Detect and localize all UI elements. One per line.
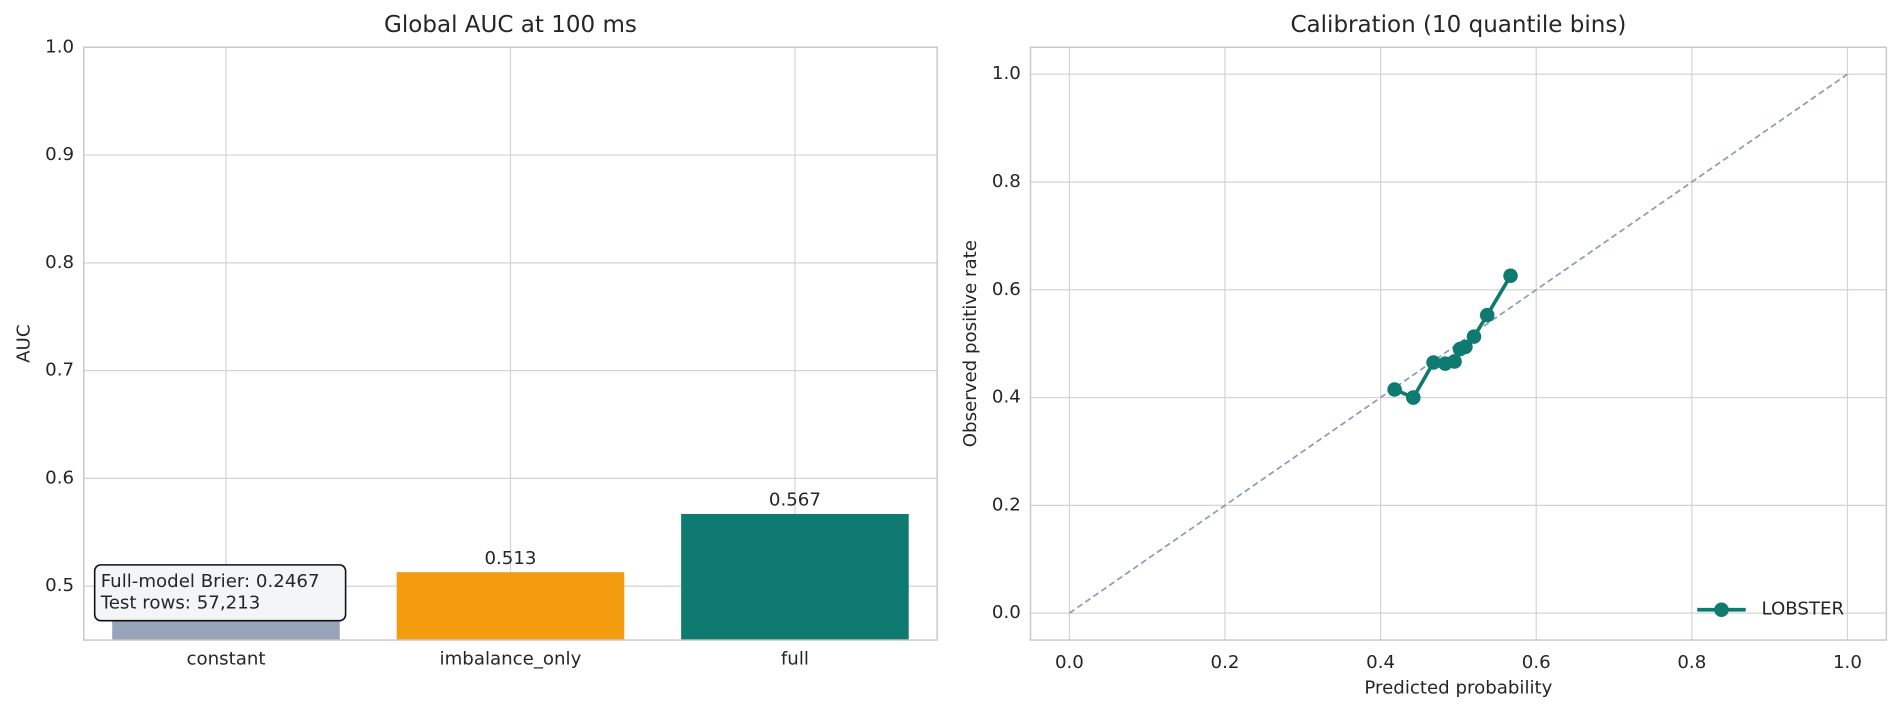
x-tick-label: 0.8 bbox=[1677, 652, 1706, 673]
legend-marker bbox=[1714, 602, 1729, 618]
data-point bbox=[1503, 268, 1518, 284]
y-tick-label: 1.0 bbox=[992, 63, 1021, 84]
data-point bbox=[1426, 355, 1441, 370]
reference-line bbox=[1068, 73, 1848, 614]
y-tick-label: 0.5 bbox=[45, 575, 74, 596]
y-tick-label: 0.2 bbox=[992, 494, 1021, 515]
y-tick-label: 0.0 bbox=[992, 602, 1021, 623]
y-tick-label: 0.8 bbox=[45, 252, 74, 273]
data-point bbox=[1479, 307, 1495, 323]
bar bbox=[681, 513, 909, 641]
x-tick-label: 0.6 bbox=[1522, 652, 1551, 673]
data-point bbox=[1466, 329, 1482, 344]
x-tick-label: constant bbox=[186, 648, 265, 669]
x-tick-label: 0.4 bbox=[1366, 652, 1395, 673]
y-axis-label: Observed positive rate bbox=[960, 240, 981, 447]
annotation-box bbox=[93, 564, 347, 622]
x-tick-label: full bbox=[781, 648, 809, 669]
x-tick-label: 0.0 bbox=[1055, 652, 1084, 673]
x-tick-label: 1.0 bbox=[1833, 652, 1862, 673]
y-axis-label: AUC bbox=[13, 324, 34, 362]
chart-title: Calibration (10 quantile bins) bbox=[1290, 12, 1626, 38]
annotation-text: Full-model Brier: 0.2467 bbox=[101, 571, 320, 592]
y-tick-label: 0.6 bbox=[992, 279, 1021, 300]
legend-label: LOBSTER bbox=[1761, 599, 1844, 620]
x-axis-label: Predicted probability bbox=[1364, 678, 1552, 699]
series-line bbox=[1393, 274, 1513, 400]
x-tick-label: imbalance_only bbox=[440, 648, 582, 669]
y-tick-label: 1.0 bbox=[45, 36, 74, 57]
data-label: 0.567 bbox=[769, 490, 821, 511]
data-point bbox=[1458, 339, 1473, 355]
y-tick-label: 0.9 bbox=[45, 144, 74, 165]
data-point bbox=[1406, 390, 1421, 405]
bar bbox=[396, 572, 625, 641]
data-point bbox=[1447, 354, 1462, 369]
annotation-text: Test rows: 57,213 bbox=[100, 593, 261, 614]
y-tick-label: 0.6 bbox=[45, 467, 74, 488]
y-tick-label: 0.8 bbox=[992, 171, 1021, 192]
data-point bbox=[1387, 382, 1402, 397]
spine bbox=[1029, 46, 1888, 641]
x-tick-label: 0.2 bbox=[1211, 652, 1240, 673]
chart-title: Global AUC at 100 ms bbox=[384, 12, 637, 38]
spine bbox=[83, 46, 938, 641]
y-tick-label: 0.4 bbox=[992, 387, 1021, 408]
y-tick-label: 0.7 bbox=[45, 360, 74, 381]
data-label: 0.513 bbox=[484, 548, 536, 569]
